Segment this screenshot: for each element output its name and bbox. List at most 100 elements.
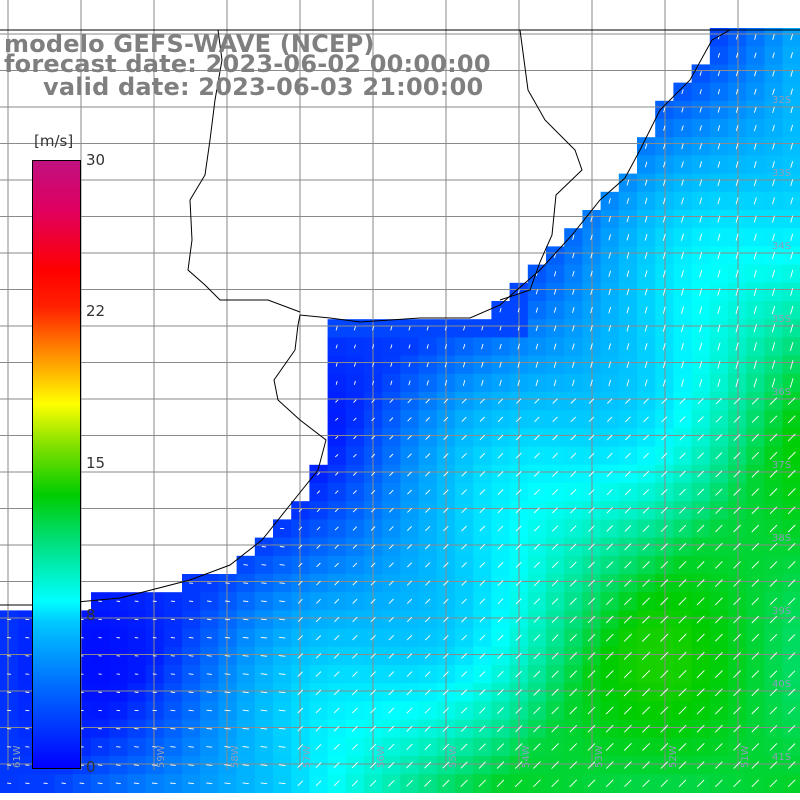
wind-arrow	[352, 634, 358, 641]
wind-arrow	[514, 761, 523, 769]
wind-arrow	[660, 524, 668, 533]
wind-arrow	[461, 471, 467, 477]
wind-arrow	[769, 761, 778, 769]
wind-arrow	[787, 561, 796, 569]
wind-arrow	[443, 453, 449, 459]
wind-arrow	[715, 452, 723, 460]
wind-arrow	[644, 215, 648, 223]
wind-arrow	[790, 197, 794, 205]
wind-arrow	[517, 289, 520, 295]
wind-arrow	[571, 379, 575, 387]
wind-arrow	[278, 746, 286, 748]
border-line	[499, 29, 583, 301]
wind-arrow	[569, 688, 578, 697]
wind-arrow	[624, 507, 632, 514]
wind-arrow	[681, 161, 684, 168]
wind-arrow	[605, 761, 614, 769]
wind-arrow	[626, 343, 630, 350]
wind-arrow	[460, 725, 468, 732]
wind-arrow	[642, 688, 651, 697]
wind-vectors	[7, 33, 796, 788]
lon-label: 53W	[594, 745, 605, 768]
wind-arrow	[660, 561, 669, 569]
wind-arrow	[316, 526, 321, 531]
wind-arrow	[643, 398, 649, 404]
wind-arrow	[297, 616, 303, 623]
wind-arrow	[553, 271, 557, 277]
wind-arrow	[769, 579, 778, 587]
wind-arrow	[406, 616, 413, 623]
wind-arrow	[479, 471, 486, 477]
wind-arrow	[569, 743, 578, 751]
wind-arrow	[481, 361, 484, 368]
wind-arrow	[769, 688, 778, 697]
valid-date: valid date: 2023-06-03 21:00:00	[43, 73, 484, 101]
wind-arrow	[224, 782, 231, 785]
wind-arrow	[279, 600, 285, 603]
wind-arrow	[390, 344, 393, 349]
wind-arrow	[751, 433, 760, 442]
wind-arrow	[605, 633, 614, 642]
wind-arrow	[753, 306, 757, 315]
wind-arrow	[699, 71, 702, 76]
wind-arrow	[515, 580, 522, 587]
wind-arrow	[661, 470, 668, 478]
wind-arrow	[242, 764, 249, 766]
wind-arrow	[260, 746, 268, 748]
wind-arrow	[516, 398, 522, 404]
wind-arrow	[499, 326, 502, 331]
wind-arrow	[370, 653, 376, 659]
wind-arrow	[533, 525, 540, 532]
wind-arrow	[461, 652, 468, 659]
wind-arrow	[735, 197, 739, 205]
wind-arrow	[569, 724, 578, 733]
wind-arrow	[733, 670, 742, 679]
wind-arrow	[460, 779, 468, 788]
wind-arrow	[443, 598, 449, 605]
wind-arrow	[461, 543, 467, 550]
wind-arrow	[751, 524, 760, 533]
wind-arrow	[242, 727, 249, 730]
wind-arrow	[316, 580, 321, 586]
wind-arrow	[771, 342, 776, 351]
wind-arrow	[572, 234, 575, 240]
wind-arrow	[551, 706, 559, 715]
wind-arrow	[461, 598, 467, 605]
wind-arrow	[641, 633, 651, 642]
wind-arrow	[678, 542, 687, 551]
wind-arrow	[790, 106, 794, 114]
wind-arrow	[714, 651, 723, 660]
wind-arrow	[533, 706, 541, 715]
coastline	[0, 29, 800, 606]
wind-arrow	[406, 544, 413, 550]
wind-arrow	[553, 379, 557, 387]
wind-arrow	[696, 633, 705, 642]
wind-arrow	[590, 379, 593, 387]
wind-arrow	[753, 378, 758, 388]
wind-arrow	[424, 653, 431, 659]
wind-arrow	[61, 782, 66, 785]
wind-arrow	[517, 361, 520, 368]
wind-arrow	[334, 562, 340, 568]
wind-arrow	[644, 143, 648, 150]
colorbar	[32, 160, 81, 769]
wind-arrow	[771, 360, 776, 370]
wind-arrow	[644, 270, 648, 278]
wind-arrow	[479, 652, 486, 659]
wind-arrow	[588, 398, 595, 404]
wind-arrow	[335, 417, 339, 421]
wind-arrow	[170, 764, 176, 766]
wind-arrow	[788, 634, 796, 642]
wind-arrow	[335, 326, 338, 331]
wind-arrow	[587, 615, 596, 624]
wind-arrow	[717, 251, 721, 260]
wind-arrow	[623, 688, 632, 697]
wind-arrow	[660, 615, 669, 624]
wind-arrow	[751, 633, 760, 642]
wind-arrow	[334, 508, 339, 513]
wind-arrow	[552, 470, 559, 477]
wind-arrow	[662, 270, 666, 278]
wind-arrow	[425, 453, 431, 459]
wind-arrow	[790, 142, 794, 150]
wind-arrow	[572, 270, 575, 277]
